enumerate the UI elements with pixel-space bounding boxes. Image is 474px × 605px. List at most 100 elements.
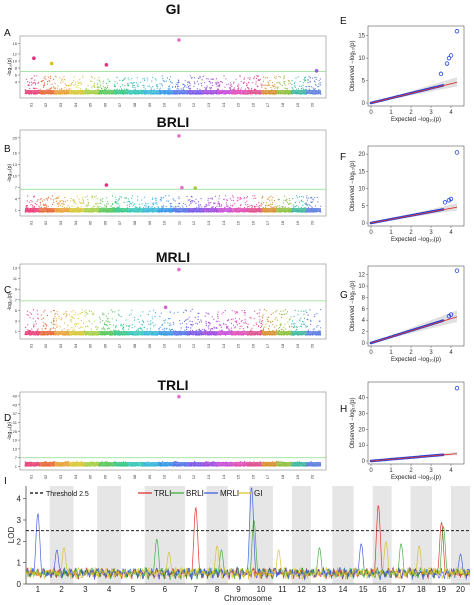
chrom-tick-label: 18 <box>280 102 285 107</box>
chrom-band-19 <box>291 90 307 94</box>
qq-outlier-point <box>454 385 460 391</box>
chrom-points-05 <box>83 75 100 95</box>
chrom-points-14 <box>217 75 233 95</box>
y-tick-label: 43 <box>13 402 18 407</box>
chrom-band-13 <box>202 208 218 212</box>
qq-expected-line <box>370 81 458 104</box>
chrom-band-05 <box>84 331 99 335</box>
chrom-points-01 <box>24 461 41 467</box>
y-tick-label: 31 <box>13 420 18 425</box>
chrom-points-17 <box>261 75 278 95</box>
x-tick-label: 1 <box>389 110 393 116</box>
chrom-band-4 <box>97 486 121 584</box>
chrom-points-05 <box>83 461 100 467</box>
chrom-tick-label: 20 <box>310 343 315 348</box>
x-tick-label: 3 <box>429 350 433 356</box>
y-tick-label: 5 <box>362 79 366 85</box>
y-tick-label: 49 <box>13 394 18 399</box>
chrom-tick-label: 03 <box>58 474 63 479</box>
panel-title: TRLI <box>157 377 188 393</box>
chrom-tick-label: 10 <box>162 220 167 225</box>
significant-snp <box>177 38 181 42</box>
chrom-band-01 <box>25 462 40 466</box>
chrom-points-02 <box>39 195 55 213</box>
chrom-points-03 <box>54 195 70 213</box>
chrom-band-01 <box>25 90 40 94</box>
x-tick-label: 2 <box>409 110 413 116</box>
chrom-points-19 <box>291 309 307 336</box>
x-tick-label: 0 <box>369 350 373 356</box>
chrom-tick-label: 01 <box>28 343 33 348</box>
chrom-band-16 <box>247 331 262 335</box>
chrom-tick-label: 15 <box>236 220 241 225</box>
chrom-tick-label: 5 <box>131 585 136 594</box>
chrom-tick-label: 01 <box>28 102 33 107</box>
y-tick-label: 37 <box>13 411 18 416</box>
chrom-tick-label: 10 <box>162 102 167 107</box>
y-tick-label: 10 <box>13 173 18 178</box>
y-axis-label: Observed −log₁₀(p) <box>350 40 356 91</box>
chrom-points-02 <box>40 309 55 336</box>
y-tick-label: 13 <box>13 446 18 451</box>
chrom-points-12 <box>187 195 203 213</box>
chrom-tick-label: 09 <box>147 474 152 479</box>
y-tick-label: 1 <box>15 329 18 334</box>
y-tick-label: 16 <box>13 151 18 156</box>
chrom-band-11 <box>173 90 188 94</box>
y-tick-label: 8 <box>362 295 366 301</box>
chrom-band-18 <box>276 208 292 212</box>
chrom-tick-label: 17 <box>265 102 270 107</box>
x-tick-label: 2 <box>409 230 413 236</box>
chrom-tick-label: 04 <box>73 220 78 225</box>
chrom-tick-label: 2 <box>59 585 64 594</box>
chrom-band-19 <box>291 462 307 466</box>
panel-letter: H <box>340 404 347 415</box>
chrom-points-18 <box>276 195 292 213</box>
y-tick-label: 4 <box>17 495 22 504</box>
chrom-tick-label: 06 <box>102 102 107 107</box>
chrom-tick-label: 13 <box>317 585 326 594</box>
significant-snp <box>32 56 36 60</box>
chrom-points-01 <box>24 195 41 213</box>
chrom-tick-label: 11 <box>176 220 181 225</box>
chrom-tick-label: 09 <box>147 220 152 225</box>
chrom-band-04 <box>69 90 85 94</box>
chrom-tick-label: 08 <box>132 102 137 107</box>
chrom-points-20 <box>305 461 322 467</box>
chrom-points-17 <box>261 308 278 336</box>
x-tick-label: 4 <box>449 350 453 356</box>
chrom-band-12 <box>187 90 203 94</box>
chrom-tick-label: 05 <box>88 102 93 107</box>
chrom-tick-label: 20 <box>310 474 315 479</box>
chrom-points-15 <box>231 75 248 95</box>
qq-expected-line <box>370 206 458 224</box>
chrom-points-10 <box>158 311 174 336</box>
chrom-tick-label: 18 <box>417 585 426 594</box>
y-tick-label: 1 <box>17 559 22 568</box>
y-tick-label: 12 <box>358 273 365 279</box>
y-tick-label: 0 <box>362 221 366 227</box>
y-tick-label: 10 <box>358 284 365 290</box>
chrom-points-15 <box>231 310 248 336</box>
x-tick-label: 0 <box>369 230 373 236</box>
chrom-tick-label: 06 <box>102 220 107 225</box>
chrom-tick-label: 04 <box>73 474 78 479</box>
lod-panel-I: I1 2 3 4 5 6 7 8 9 10 11 12 13 14 15 16 17 18 19 2001234LOD… <box>4 476 471 603</box>
chrom-tick-label: 15 <box>236 102 241 107</box>
chrom-band-8 <box>206 486 228 584</box>
chrom-band-12 <box>187 462 203 466</box>
chrom-band-06 <box>99 90 114 94</box>
chrom-band-12 <box>187 331 203 335</box>
y-tick-label: 6 <box>362 307 366 313</box>
chrom-tick-label: 12 <box>191 343 196 348</box>
qq-expected-line <box>370 316 458 344</box>
qq-outlier-point <box>442 200 448 205</box>
chrom-band-6 <box>144 486 186 584</box>
chrom-points-08 <box>128 309 144 336</box>
chrom-band-17 <box>261 331 277 335</box>
chrom-points-08 <box>128 195 144 213</box>
chrom-points-20 <box>305 308 322 336</box>
chrom-band-07 <box>113 208 129 212</box>
chrom-band-14 <box>332 486 354 584</box>
